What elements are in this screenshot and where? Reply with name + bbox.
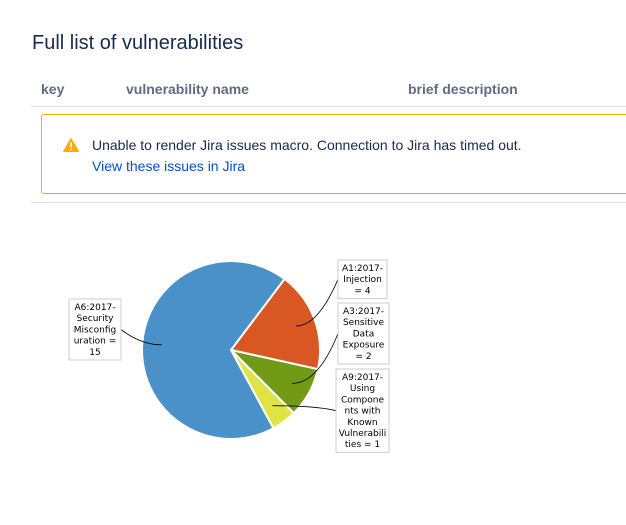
pie-leader-line	[291, 333, 339, 384]
pie-label-text: = 2	[355, 352, 371, 362]
pie-label-text: Exposure	[343, 341, 385, 351]
jira-warning-message: Unable to render Jira issues macro. Conn…	[92, 137, 522, 153]
vulnerability-table-header: key vulnerability name brief description	[31, 71, 626, 107]
pie-label-text: A1:2017-	[342, 264, 383, 274]
pie-label-text: = 4	[354, 286, 370, 296]
pie-label-text: Injection	[343, 275, 382, 285]
pie-slice	[229, 277, 321, 371]
view-issues-in-jira-link[interactable]: View these issues in Jira	[92, 158, 246, 174]
pie-leader-line	[120, 329, 162, 346]
pie-label-text: A3:2017-	[343, 307, 384, 317]
pie-leader-line	[296, 279, 339, 327]
pie-label-text: ties = 1	[345, 440, 380, 450]
vulnerability-pie-chart: A1:2017-Injection= 4A3:2017-SensitiveDat…	[68, 259, 390, 453]
pie-leader-line	[272, 405, 337, 412]
pie-label-text: Data	[353, 329, 375, 339]
warning-icon	[63, 138, 79, 152]
pie-slice-label: A1:2017-Injection= 4	[337, 259, 388, 300]
pie-label-text: Sensitive	[343, 318, 384, 328]
pie-label-text: Using	[350, 384, 375, 394]
pie-label-text: Security	[77, 314, 115, 324]
pie-label-text: A6:2017-	[74, 303, 115, 313]
pie-label-text: Known	[347, 418, 377, 428]
pie-label-text: A9:2017-	[342, 373, 383, 383]
page-title: Full list of vulnerabilities	[32, 32, 244, 54]
column-header-vulnerability-name[interactable]: vulnerability name	[126, 81, 249, 97]
table-divider	[31, 202, 626, 203]
pie-label-text: Vulnerabili	[339, 429, 386, 439]
column-header-brief-description[interactable]: brief description	[408, 81, 518, 97]
pie-label-text: 15	[89, 348, 100, 358]
pie-slice	[141, 260, 286, 440]
pie-label-text: uration =	[74, 337, 117, 347]
jira-warning-panel: Unable to render Jira issues macro. Conn…	[41, 114, 626, 194]
pie-label-text: Misconfig	[74, 325, 117, 335]
pie-label-text: nts with	[345, 407, 381, 417]
column-header-key[interactable]: key	[41, 81, 65, 97]
pie-label-text: Compone	[341, 395, 384, 405]
